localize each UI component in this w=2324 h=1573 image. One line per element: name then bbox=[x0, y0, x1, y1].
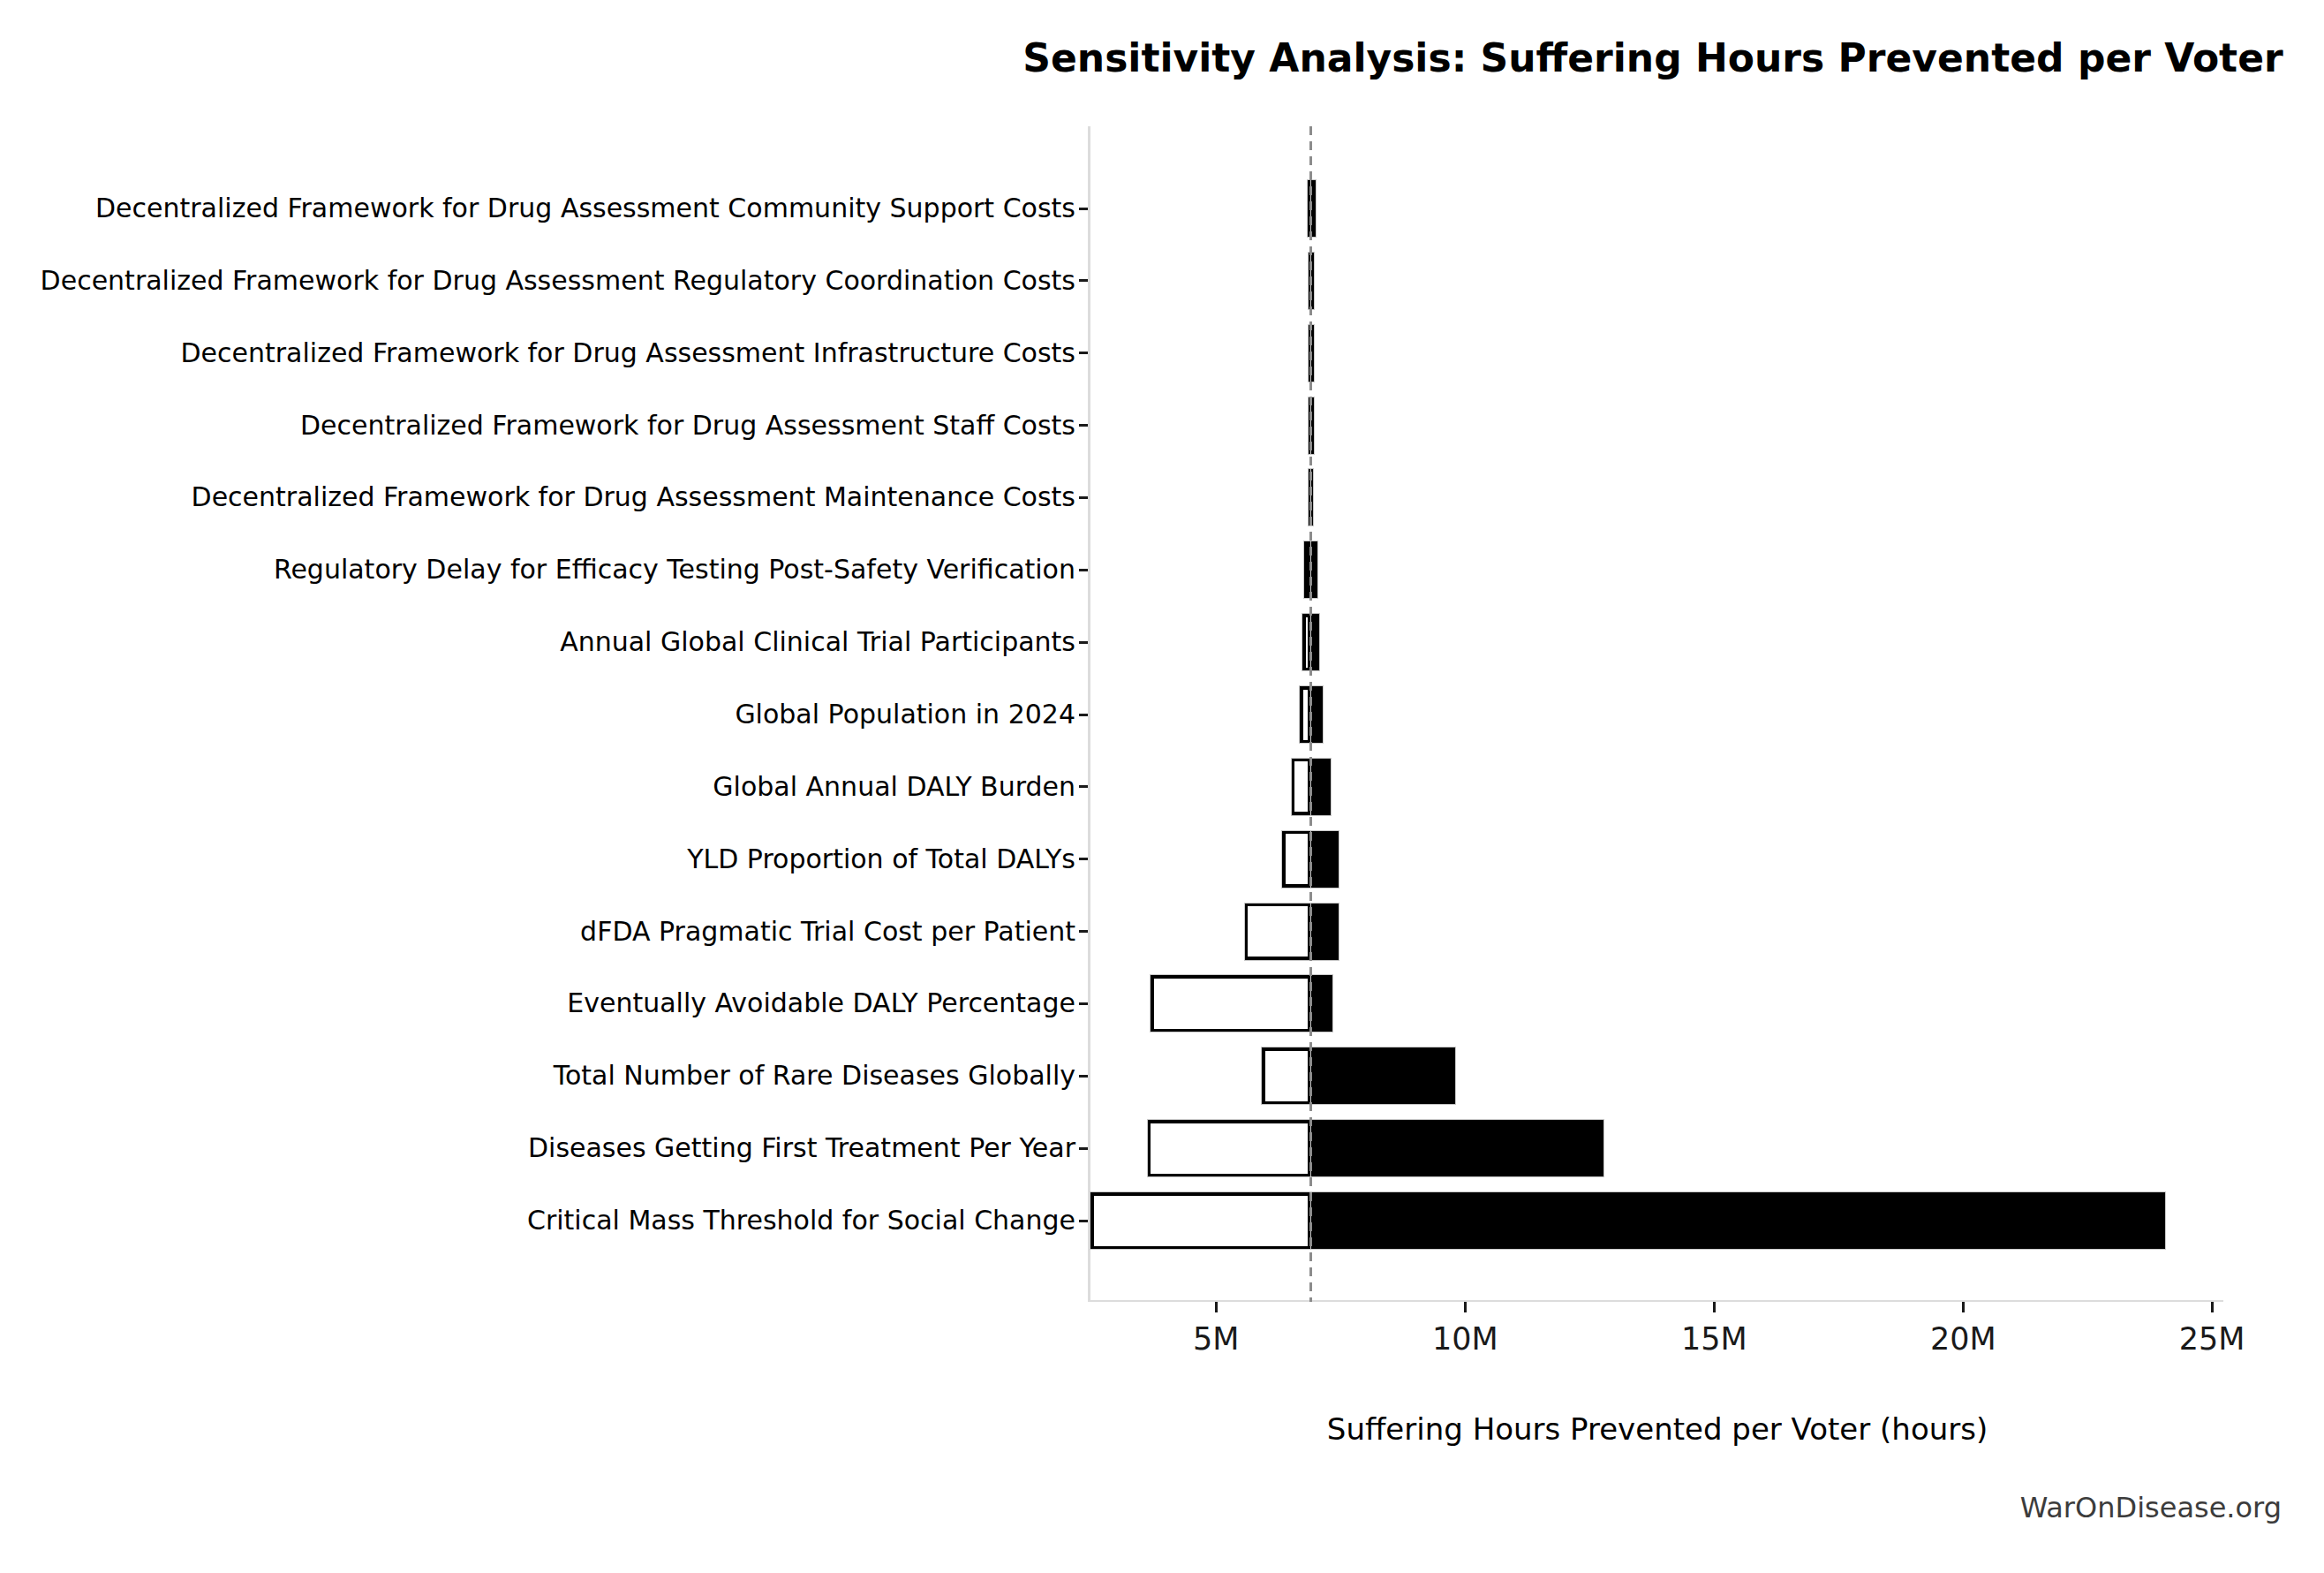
bar-low-inner-fill bbox=[1154, 979, 1308, 1029]
y-axis-category-label: dFDA Pragmatic Trial Cost per Patient bbox=[0, 915, 1075, 949]
y-axis-spine bbox=[1088, 126, 1090, 1302]
bar-high-estimate bbox=[1311, 831, 1339, 888]
y-axis-category-label: Decentralized Framework for Drug Assessm… bbox=[0, 409, 1075, 442]
bar-high-estimate bbox=[1311, 686, 1323, 743]
x-axis-spine bbox=[1088, 1300, 2223, 1303]
bar-low-estimate bbox=[1151, 975, 1310, 1032]
x-axis-tick bbox=[2211, 1302, 2214, 1312]
x-axis-tick bbox=[1464, 1302, 1467, 1312]
y-axis-tick bbox=[1079, 1220, 1088, 1222]
bar-low-estimate bbox=[1090, 1192, 1310, 1249]
bar-high-estimate bbox=[1311, 1192, 2166, 1249]
bar-high-estimate bbox=[1311, 1120, 1603, 1176]
bar-low-inner-fill bbox=[1294, 761, 1308, 812]
baseline-dashed-line bbox=[1309, 126, 1312, 1302]
x-axis-tick-label: 5M bbox=[1128, 1321, 1304, 1357]
y-axis-tick bbox=[1079, 424, 1088, 427]
y-axis-category-label: Regulatory Delay for Efficacy Testing Po… bbox=[0, 553, 1075, 586]
bar-high-estimate bbox=[1311, 904, 1339, 960]
y-axis-tick bbox=[1079, 714, 1088, 716]
y-axis-tick bbox=[1079, 1002, 1088, 1005]
x-axis-label: Suffering Hours Prevented per Voter (hou… bbox=[1327, 1411, 1988, 1447]
bar-high-estimate bbox=[1311, 1047, 1455, 1104]
bar-low-inner-fill bbox=[1151, 1123, 1308, 1174]
bar-low-inner-fill bbox=[1265, 1051, 1308, 1101]
y-axis-tick bbox=[1079, 279, 1088, 282]
bar-low-inner-fill bbox=[1248, 906, 1308, 957]
y-axis-category-label: Diseases Getting First Treatment Per Yea… bbox=[0, 1131, 1075, 1165]
y-axis-category-label: Decentralized Framework for Drug Assessm… bbox=[0, 480, 1075, 514]
y-axis-tick bbox=[1079, 785, 1088, 788]
y-axis-tick bbox=[1079, 352, 1088, 354]
y-axis-category-label: Decentralized Framework for Drug Assessm… bbox=[0, 192, 1075, 225]
bar-low-inner-fill bbox=[1303, 690, 1308, 740]
y-axis-tick bbox=[1079, 858, 1088, 860]
bar-high-estimate bbox=[1311, 975, 1333, 1032]
y-axis-category-label: Critical Mass Threshold for Social Chang… bbox=[0, 1204, 1075, 1237]
y-axis-tick bbox=[1079, 1147, 1088, 1150]
y-axis-tick bbox=[1079, 930, 1088, 933]
y-axis-tick bbox=[1079, 208, 1088, 210]
y-axis-category-label: Global Annual DALY Burden bbox=[0, 770, 1075, 804]
x-axis-tick-label: 10M bbox=[1377, 1321, 1553, 1357]
x-axis-tick-label: 15M bbox=[1626, 1321, 1802, 1357]
y-axis-category-label: YLD Proportion of Total DALYs bbox=[0, 843, 1075, 876]
y-axis-tick bbox=[1079, 569, 1088, 571]
bar-low-estimate bbox=[1262, 1047, 1310, 1104]
tornado-chart-figure: Sensitivity Analysis: Suffering Hours Pr… bbox=[0, 0, 2324, 1573]
x-axis-tick bbox=[1713, 1302, 1716, 1312]
y-axis-tick bbox=[1079, 641, 1088, 644]
y-axis-category-label: Decentralized Framework for Drug Assessm… bbox=[0, 337, 1075, 370]
y-axis-tick bbox=[1079, 496, 1088, 499]
y-axis-tick bbox=[1079, 1075, 1088, 1078]
watermark-link[interactable]: WarOnDisease.org bbox=[2020, 1491, 2282, 1524]
bar-low-inner-fill bbox=[1286, 834, 1308, 884]
y-axis-category-label: Total Number of Rare Diseases Globally bbox=[0, 1059, 1075, 1093]
y-axis-category-label: Annual Global Clinical Trial Participant… bbox=[0, 625, 1075, 659]
x-axis-tick-label: 20M bbox=[1875, 1321, 2051, 1357]
x-axis-tick bbox=[1215, 1302, 1218, 1312]
bar-low-estimate bbox=[1282, 831, 1310, 888]
bar-low-estimate bbox=[1245, 904, 1311, 960]
x-axis-tick bbox=[1962, 1302, 1965, 1312]
bar-low-inner-fill bbox=[1306, 617, 1308, 668]
y-axis-category-label: Global Population in 2024 bbox=[0, 698, 1075, 731]
bar-high-estimate bbox=[1311, 759, 1332, 815]
chart-title: Sensitivity Analysis: Suffering Hours Pr… bbox=[1022, 35, 2282, 80]
bar-low-estimate bbox=[1148, 1120, 1311, 1176]
y-axis-category-label: Decentralized Framework for Drug Assessm… bbox=[0, 264, 1075, 298]
y-axis-category-label: Eventually Avoidable DALY Percentage bbox=[0, 987, 1075, 1020]
bar-low-inner-fill bbox=[1094, 1196, 1308, 1246]
bar-low-estimate bbox=[1292, 759, 1311, 815]
x-axis-tick-label: 25M bbox=[2124, 1321, 2300, 1357]
